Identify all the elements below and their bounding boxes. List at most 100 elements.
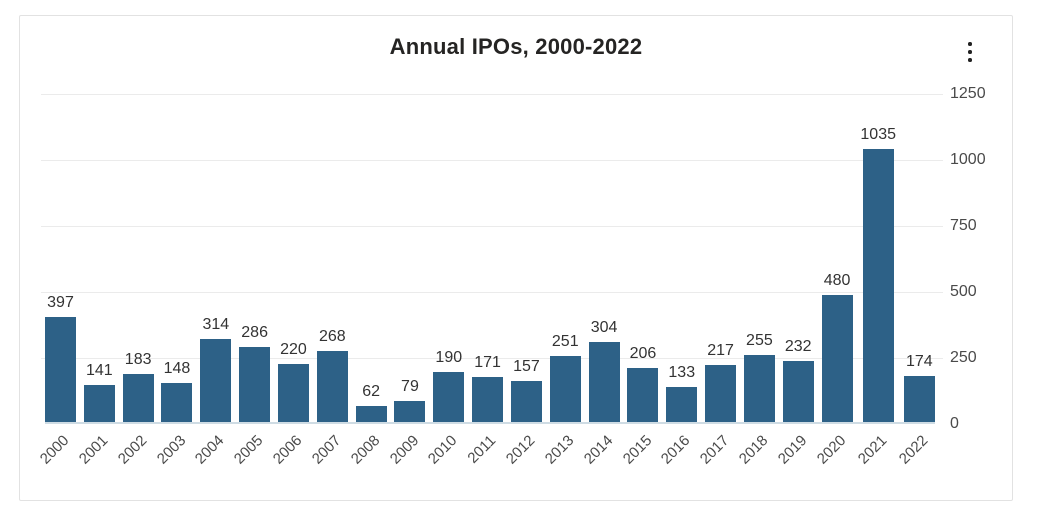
bar-column: 268 2007 [309, 94, 348, 468]
y-axis-tick-label: 250 [950, 349, 977, 366]
x-axis-tick-label: 2000 [36, 432, 73, 468]
x-axis-tick-label: 2002 [114, 432, 151, 468]
x-axis-tick-label: 2008 [347, 432, 384, 468]
more-options-icon[interactable] [956, 32, 984, 72]
bar-value-label: 190 [435, 348, 463, 366]
bar-column: 79 2009 [386, 94, 426, 468]
bar[interactable] [277, 363, 309, 422]
bar[interactable] [510, 380, 542, 422]
bar-column: 141 2001 [76, 94, 115, 468]
gridline [41, 358, 943, 359]
bar-value-label: 174 [905, 353, 933, 371]
bar-value-label: 79 [401, 378, 419, 396]
y-axis-tick-label: 0 [950, 415, 959, 432]
y-axis-labels: 0 250 500 750 1000 1250 [950, 16, 1010, 500]
x-axis-tick-label: 2021 [854, 432, 891, 468]
x-axis-tick-label: 2020 [813, 432, 850, 468]
chart-card: Annual IPOs, 2000-2022 397 2000 141 2001 183… [19, 15, 1013, 501]
y-axis-tick-label: 1250 [950, 85, 986, 102]
x-axis-tick-label: 2005 [231, 432, 267, 468]
bar-column: 286 2005 [231, 94, 271, 468]
bar-value-label: 148 [163, 359, 191, 377]
bar-column: 217 2017 [697, 94, 737, 468]
bar[interactable] [627, 367, 659, 422]
bar-column: 397 2000 [37, 94, 76, 468]
kebab-dot [968, 42, 972, 46]
x-axis-tick-label: 2004 [192, 432, 228, 468]
bar[interactable] [782, 360, 814, 422]
bar-column: 304 2014 [580, 94, 620, 468]
bar[interactable] [743, 354, 775, 422]
bar[interactable] [316, 351, 348, 422]
x-axis-tick-label: 2017 [696, 432, 733, 468]
bar[interactable] [239, 346, 271, 422]
x-axis-tick-label: 2010 [425, 432, 461, 468]
bar-column: 62 2008 [348, 94, 387, 468]
gridline [41, 292, 943, 293]
bar-value-label: 62 [362, 382, 381, 400]
bar-value-label: 141 [85, 361, 113, 379]
x-axis-tick-label: 2009 [386, 432, 422, 468]
bar-column: 255 2018 [736, 94, 775, 468]
bar-column: 171 2011 [465, 94, 504, 467]
bar[interactable] [433, 371, 465, 422]
bar[interactable] [200, 339, 232, 422]
bar[interactable] [472, 376, 504, 422]
bar[interactable] [394, 401, 426, 422]
x-axis-tick-label: 2001 [75, 432, 112, 468]
bar-value-label: 255 [746, 331, 773, 349]
chart-title: Annual IPOs, 2000-2022 [389, 34, 643, 59]
x-axis-tick-label: 2018 [735, 432, 772, 468]
bar[interactable] [588, 341, 620, 422]
gridline [41, 226, 943, 227]
bar-column: 148 2003 [153, 94, 193, 468]
x-axis-tick-label: 2022 [895, 432, 932, 468]
bar-value-label: 286 [241, 323, 268, 341]
bar-value-label: 217 [707, 341, 734, 359]
bar[interactable] [705, 364, 737, 422]
bar-column: 232 2019 [775, 94, 814, 468]
bar-column: 157 2012 [503, 94, 542, 468]
bar-value-label: 157 [513, 357, 540, 375]
bar-column: 190 2010 [425, 94, 465, 468]
bar[interactable] [355, 405, 387, 422]
x-axis-tick-label: 2006 [269, 432, 306, 468]
kebab-dot [968, 50, 972, 54]
bar-column: 314 2004 [192, 94, 232, 468]
x-axis-tick-label: 2013 [541, 432, 578, 468]
bar-value-label: 314 [202, 316, 230, 334]
bar-value-label: 304 [590, 318, 618, 336]
bar-column: 251 2013 [542, 94, 581, 468]
bar[interactable] [666, 386, 698, 422]
x-axis-tick-label: 2012 [502, 432, 539, 468]
bar[interactable] [903, 376, 935, 422]
bar[interactable] [122, 373, 154, 422]
y-axis-tick-label: 750 [950, 217, 977, 234]
bar[interactable] [549, 355, 581, 422]
x-axis-tick-label: 2007 [308, 432, 345, 468]
bar-value-label: 232 [784, 337, 812, 355]
x-axis-tick-label: 2003 [153, 432, 190, 468]
bar-column: 174 2022 [896, 94, 935, 468]
bar[interactable] [45, 317, 76, 422]
bar-column: 183 2002 [115, 94, 154, 468]
gridline [41, 94, 943, 95]
bar-value-label: 268 [318, 328, 346, 346]
bar-value-label: 397 [47, 294, 74, 312]
bar-value-label: 1035 [860, 125, 896, 143]
kebab-dot [968, 58, 972, 62]
bar-value-label: 480 [823, 272, 851, 290]
bar-value-label: 133 [668, 363, 696, 381]
bar[interactable] [862, 148, 894, 422]
bar-value-label: 183 [124, 350, 152, 368]
bar-value-label: 220 [280, 340, 307, 358]
bar-value-label: 251 [551, 332, 579, 350]
bar[interactable] [83, 384, 115, 422]
x-axis-tick-label: 2015 [619, 432, 655, 468]
bar[interactable] [821, 295, 853, 422]
y-axis-tick-label: 500 [950, 283, 977, 300]
bar-column: 133 2016 [658, 94, 698, 468]
bar[interactable] [161, 382, 193, 422]
x-axis-tick-label: 2019 [774, 432, 811, 468]
bar-column: 220 2006 [270, 94, 309, 468]
